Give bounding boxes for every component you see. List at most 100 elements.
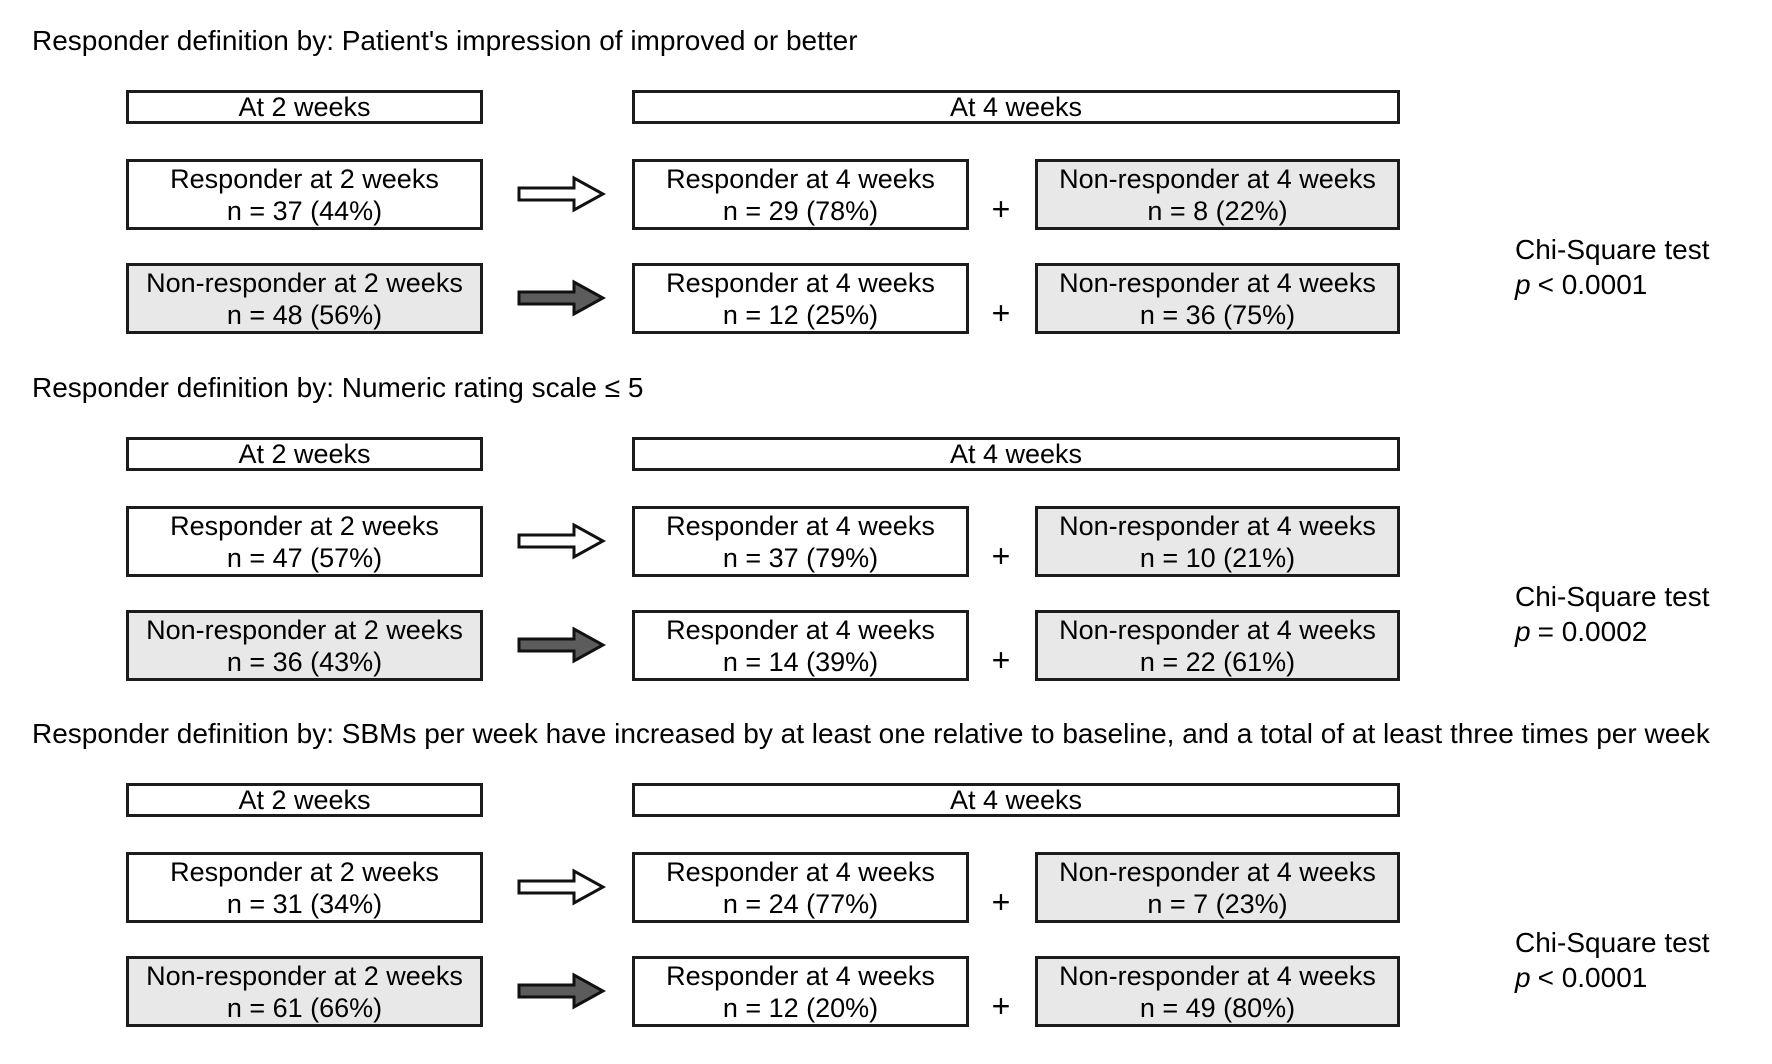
box-count: n = 36 (43%) [226, 646, 383, 677]
white-right-arrow-icon [516, 868, 606, 906]
responder-at-2-weeks-box: Responder at 2 weeks n = 47 (57%) [126, 506, 483, 577]
header-label: At 2 weeks [238, 439, 371, 469]
non-responder-at-2-weeks-box: Non-responder at 2 weeks n = 61 (66%) [126, 956, 483, 1027]
box-label: Responder at 4 weeks [666, 510, 935, 541]
box-label: Non-responder at 4 weeks [1059, 163, 1376, 194]
header-label: At 4 weeks [949, 92, 1083, 122]
p-value: < 0.0001 [1537, 962, 1648, 993]
box-count: n = 12 (20%) [722, 992, 879, 1023]
box-label: Non-responder at 4 weeks [1059, 856, 1376, 887]
chi-square-test-label: Chi-Square test [1515, 234, 1710, 265]
box-count: n = 61 (66%) [226, 992, 383, 1023]
p-label: p [1515, 962, 1531, 993]
p-value: < 0.0001 [1537, 269, 1648, 300]
panel-title: Responder definition by: SBMs per week h… [32, 718, 1710, 749]
header-box-at-2-weeks: At 2 weeks [126, 437, 483, 471]
header-label: At 2 weeks [238, 92, 371, 122]
panel-numeric-rating-scale: Responder definition by: Numeric rating … [0, 371, 1772, 718]
header-box-at-4-weeks: At 4 weeks [632, 783, 1400, 817]
box-label: Non-responder at 2 weeks [146, 960, 463, 991]
p-value-line: p < 0.0001 [1515, 267, 1710, 302]
p-value-line: p < 0.0001 [1515, 960, 1710, 995]
non-responder-at-4-weeks-box: Non-responder at 4 weeks n = 49 (80%) [1035, 956, 1400, 1027]
plus-sign: + [991, 642, 1011, 678]
box-count: n = 37 (44%) [226, 195, 383, 226]
chi-square-result: Chi-Square test p = 0.0002 [1515, 579, 1710, 649]
box-count: n = 37 (79%) [722, 542, 879, 573]
dark-right-arrow-icon [516, 279, 606, 317]
p-value-line: p = 0.0002 [1515, 614, 1710, 649]
p-value: = 0.0002 [1537, 616, 1648, 647]
box-label: Responder at 4 weeks [666, 960, 935, 991]
box-label: Non-responder at 2 weeks [146, 614, 463, 645]
box-count: n = 10 (21%) [1139, 542, 1296, 573]
header-label: At 4 weeks [949, 439, 1083, 469]
dark-right-arrow-icon [516, 626, 606, 664]
responder-row: Responder at 2 weeks n = 31 (34%) Respon… [0, 852, 1772, 923]
box-count: n = 14 (39%) [722, 646, 879, 677]
non-responder-at-2-weeks-box: Non-responder at 2 weeks n = 36 (43%) [126, 610, 483, 681]
box-count: n = 31 (34%) [226, 888, 383, 919]
dark-right-arrow-icon [516, 972, 606, 1010]
box-label: Non-responder at 4 weeks [1059, 510, 1376, 541]
box-count: n = 36 (75%) [1139, 299, 1296, 330]
box-label: Non-responder at 4 weeks [1059, 614, 1376, 645]
chi-square-test-label: Chi-Square test [1515, 927, 1710, 958]
responder-at-2-weeks-box: Responder at 2 weeks n = 37 (44%) [126, 159, 483, 230]
header-label: At 4 weeks [949, 785, 1083, 815]
box-count: n = 7 (23%) [1147, 888, 1288, 919]
plus-sign: + [991, 295, 1011, 331]
box-label: Non-responder at 4 weeks [1059, 960, 1376, 991]
chi-square-result: Chi-Square test p < 0.0001 [1515, 925, 1710, 995]
box-count: n = 29 (78%) [722, 195, 879, 226]
plus-sign: + [991, 884, 1011, 920]
responder-at-2-weeks-box: Responder at 2 weeks n = 31 (34%) [126, 852, 483, 923]
panel-title: Responder definition by: Numeric rating … [32, 372, 644, 403]
non-responder-at-4-weeks-box: Non-responder at 4 weeks n = 10 (21%) [1035, 506, 1400, 577]
header-box-at-4-weeks: At 4 weeks [632, 90, 1400, 124]
p-label: p [1515, 269, 1531, 300]
p-label: p [1515, 616, 1531, 647]
non-responder-at-4-weeks-box: Non-responder at 4 weeks n = 36 (75%) [1035, 263, 1400, 334]
box-label: Non-responder at 4 weeks [1059, 267, 1376, 298]
non-responder-at-4-weeks-box: Non-responder at 4 weeks n = 8 (22%) [1035, 159, 1400, 230]
responder-at-4-weeks-box: Responder at 4 weeks n = 29 (78%) [632, 159, 969, 230]
box-count: n = 8 (22%) [1147, 195, 1288, 226]
white-right-arrow-icon [516, 522, 606, 560]
box-count: n = 24 (77%) [722, 888, 879, 919]
box-label: Responder at 2 weeks [170, 856, 439, 887]
responder-at-4-weeks-box: Responder at 4 weeks n = 24 (77%) [632, 852, 969, 923]
box-label: Responder at 2 weeks [170, 510, 439, 541]
responder-at-4-weeks-box: Responder at 4 weeks n = 37 (79%) [632, 506, 969, 577]
box-label: Responder at 2 weeks [170, 163, 439, 194]
box-label: Responder at 4 weeks [666, 163, 935, 194]
box-label: Responder at 4 weeks [666, 267, 935, 298]
box-label: Non-responder at 2 weeks [146, 267, 463, 298]
responder-row: Responder at 2 weeks n = 37 (44%) Respon… [0, 159, 1772, 230]
header-box-at-2-weeks: At 2 weeks [126, 90, 483, 124]
white-right-arrow-icon [516, 175, 606, 213]
header-box-at-4-weeks: At 4 weeks [632, 437, 1400, 471]
non-responder-row: Non-responder at 2 weeks n = 36 (43%) Re… [0, 610, 1772, 681]
chi-square-test-label: Chi-Square test [1515, 581, 1710, 612]
responder-at-4-weeks-box: Responder at 4 weeks n = 14 (39%) [632, 610, 969, 681]
non-responder-at-4-weeks-box: Non-responder at 4 weeks n = 22 (61%) [1035, 610, 1400, 681]
responder-row: Responder at 2 weeks n = 47 (57%) Respon… [0, 506, 1772, 577]
box-label: Responder at 4 weeks [666, 856, 935, 887]
box-count: n = 49 (80%) [1139, 992, 1296, 1023]
box-count: n = 48 (56%) [226, 299, 383, 330]
box-label: Responder at 4 weeks [666, 614, 935, 645]
non-responder-at-4-weeks-box: Non-responder at 4 weeks n = 7 (23%) [1035, 852, 1400, 923]
plus-sign: + [991, 988, 1011, 1024]
plus-sign: + [991, 538, 1011, 574]
box-count: n = 12 (25%) [722, 299, 879, 330]
panel-sbms-per-week: Responder definition by: SBMs per week h… [0, 717, 1772, 1064]
panel-patient-impression: Responder definition by: Patient's impre… [0, 24, 1772, 371]
header-label: At 2 weeks [238, 785, 371, 815]
responder-at-4-weeks-box: Responder at 4 weeks n = 12 (25%) [632, 263, 969, 334]
box-count: n = 22 (61%) [1139, 646, 1296, 677]
non-responder-at-2-weeks-box: Non-responder at 2 weeks n = 48 (56%) [126, 263, 483, 334]
non-responder-row: Non-responder at 2 weeks n = 61 (66%) Re… [0, 956, 1772, 1027]
plus-sign: + [991, 191, 1011, 227]
box-count: n = 47 (57%) [226, 542, 383, 573]
